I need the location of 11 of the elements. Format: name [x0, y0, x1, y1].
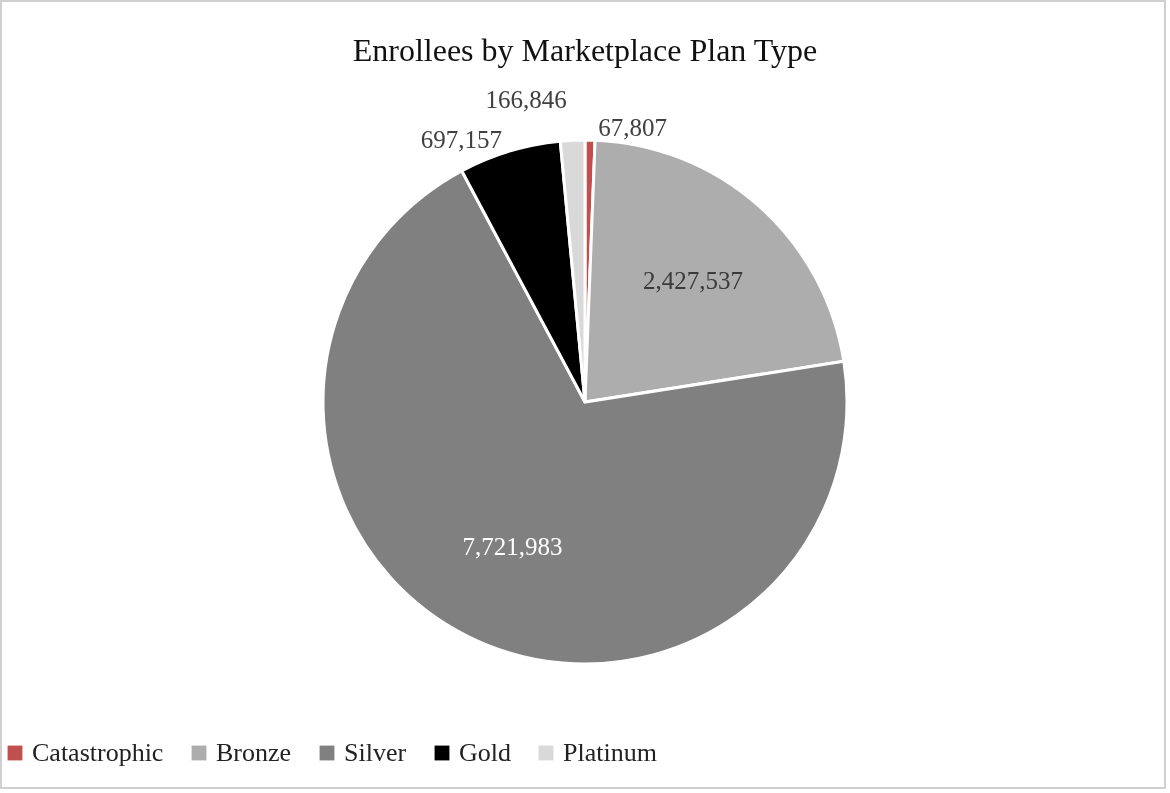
legend-label: Gold — [459, 738, 511, 767]
chart-title: Enrollees by Marketplace Plan Type — [352, 32, 818, 68]
legend-label: Silver — [344, 738, 407, 767]
legend-label: Catastrophic — [32, 738, 164, 767]
data-label: 166,846 — [485, 86, 567, 114]
legend-label: Bronze — [216, 738, 292, 767]
legend-label: Platinum — [563, 738, 657, 767]
data-label: 7,721,983 — [462, 533, 563, 561]
data-label: 67,807 — [598, 114, 668, 142]
data-label: 697,157 — [420, 125, 503, 153]
data-label: 2,427,537 — [642, 266, 743, 294]
